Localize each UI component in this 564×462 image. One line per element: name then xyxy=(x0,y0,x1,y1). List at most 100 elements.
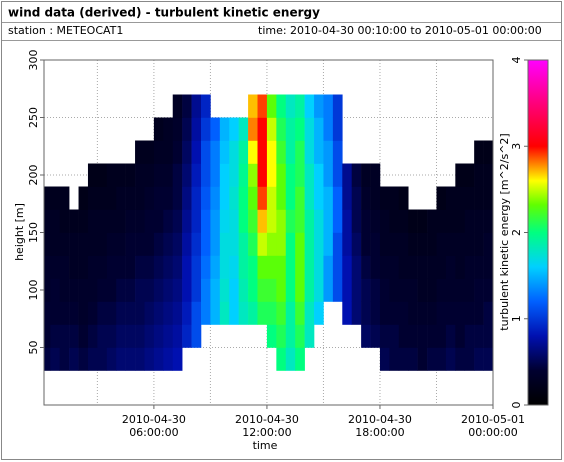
heat-cell xyxy=(295,163,305,187)
heat-cell xyxy=(229,117,239,141)
heat-cell xyxy=(314,209,324,233)
heat-cell xyxy=(323,255,334,279)
heat-cell xyxy=(445,347,456,371)
heat-cell xyxy=(342,255,353,279)
heat-cell xyxy=(398,324,409,348)
heat-cell xyxy=(266,278,277,302)
heat-cell xyxy=(97,301,108,325)
heat-cell xyxy=(276,301,287,325)
x-tick-label: 2010-04-30 06:00:00 xyxy=(122,413,186,439)
heat-cell xyxy=(417,347,428,371)
heat-cell xyxy=(304,209,315,233)
heat-cell xyxy=(389,255,400,279)
heat-cell xyxy=(125,186,136,210)
heat-cell xyxy=(483,209,494,233)
heat-cell xyxy=(445,324,456,348)
heat-cell xyxy=(483,301,494,325)
heat-cell xyxy=(144,232,155,256)
heat-cell xyxy=(87,209,98,233)
heat-cell xyxy=(295,209,305,233)
heat-cell xyxy=(153,278,164,302)
heat-cell xyxy=(210,278,221,302)
x-tick-label: 2010-04-30 12:00:00 xyxy=(235,413,299,439)
heat-cell xyxy=(474,140,484,164)
heat-cell xyxy=(106,324,117,348)
heat-cell xyxy=(266,209,277,233)
heat-cell xyxy=(69,255,79,279)
heat-cell xyxy=(219,232,230,256)
heat-cell xyxy=(464,255,475,279)
heat-cell xyxy=(483,255,494,279)
heat-cell xyxy=(464,186,475,210)
heat-cell xyxy=(314,117,324,141)
heat-cell xyxy=(219,140,230,164)
heat-cell xyxy=(276,232,287,256)
heat-cell xyxy=(285,301,296,325)
heat-cell xyxy=(200,163,211,187)
colorbar-tick-label: 4 xyxy=(510,57,523,64)
heat-cell xyxy=(172,255,183,279)
heat-cell xyxy=(314,278,324,302)
heat-cell xyxy=(153,324,164,348)
heat-cell xyxy=(135,163,145,187)
heat-cell xyxy=(455,278,466,302)
heat-cell xyxy=(153,209,164,233)
heat-cell xyxy=(474,163,484,187)
heat-cell xyxy=(69,209,79,233)
heat-cell xyxy=(323,117,334,141)
heat-cell xyxy=(144,324,155,348)
heat-cell xyxy=(257,232,268,256)
heat-cell xyxy=(153,347,164,371)
heat-cell xyxy=(238,186,249,210)
heat-cell xyxy=(248,301,258,325)
heat-cell xyxy=(436,209,447,233)
heat-cell xyxy=(342,209,353,233)
heat-cell xyxy=(398,347,409,371)
heat-cell xyxy=(266,301,277,325)
heat-cell xyxy=(87,301,98,325)
heat-cell xyxy=(182,278,192,302)
heat-cell xyxy=(87,255,98,279)
heat-cell xyxy=(210,163,221,187)
heat-cell xyxy=(69,278,79,302)
heat-cell xyxy=(191,117,202,141)
heat-cell xyxy=(370,209,381,233)
heat-cell xyxy=(398,186,409,210)
heat-cell xyxy=(427,278,437,302)
heat-cell xyxy=(210,140,221,164)
heat-cell xyxy=(182,301,192,325)
heat-cell xyxy=(436,278,447,302)
heat-cell xyxy=(125,232,136,256)
heat-cell xyxy=(436,232,447,256)
heat-cell xyxy=(257,94,268,118)
heat-cell xyxy=(445,209,456,233)
heat-cell xyxy=(323,232,334,256)
y-tick-label: 100 xyxy=(27,280,40,301)
y-tick-label: 300 xyxy=(27,50,40,71)
heat-cell xyxy=(304,324,315,348)
heat-cell xyxy=(361,255,371,279)
heat-cell xyxy=(248,255,258,279)
heat-cell xyxy=(200,117,211,141)
heat-cell xyxy=(455,255,466,279)
heat-cell xyxy=(257,209,268,233)
heat-cell xyxy=(182,140,192,164)
heat-cell xyxy=(332,232,343,256)
heat-cell xyxy=(163,301,174,325)
heat-cell xyxy=(351,301,362,325)
heat-cell xyxy=(163,163,174,187)
heat-cell xyxy=(398,255,409,279)
heat-cell xyxy=(266,163,277,187)
heat-cell xyxy=(445,232,456,256)
heat-cell xyxy=(276,94,287,118)
heat-cell xyxy=(238,117,249,141)
heat-cell xyxy=(125,301,136,325)
heat-cell xyxy=(163,347,174,371)
heat-cell xyxy=(483,347,494,371)
heat-cell xyxy=(285,94,296,118)
heat-cell xyxy=(455,186,466,210)
heat-cell xyxy=(69,301,79,325)
heat-cell xyxy=(266,94,277,118)
heat-cell xyxy=(229,186,239,210)
heat-cell xyxy=(370,163,381,187)
